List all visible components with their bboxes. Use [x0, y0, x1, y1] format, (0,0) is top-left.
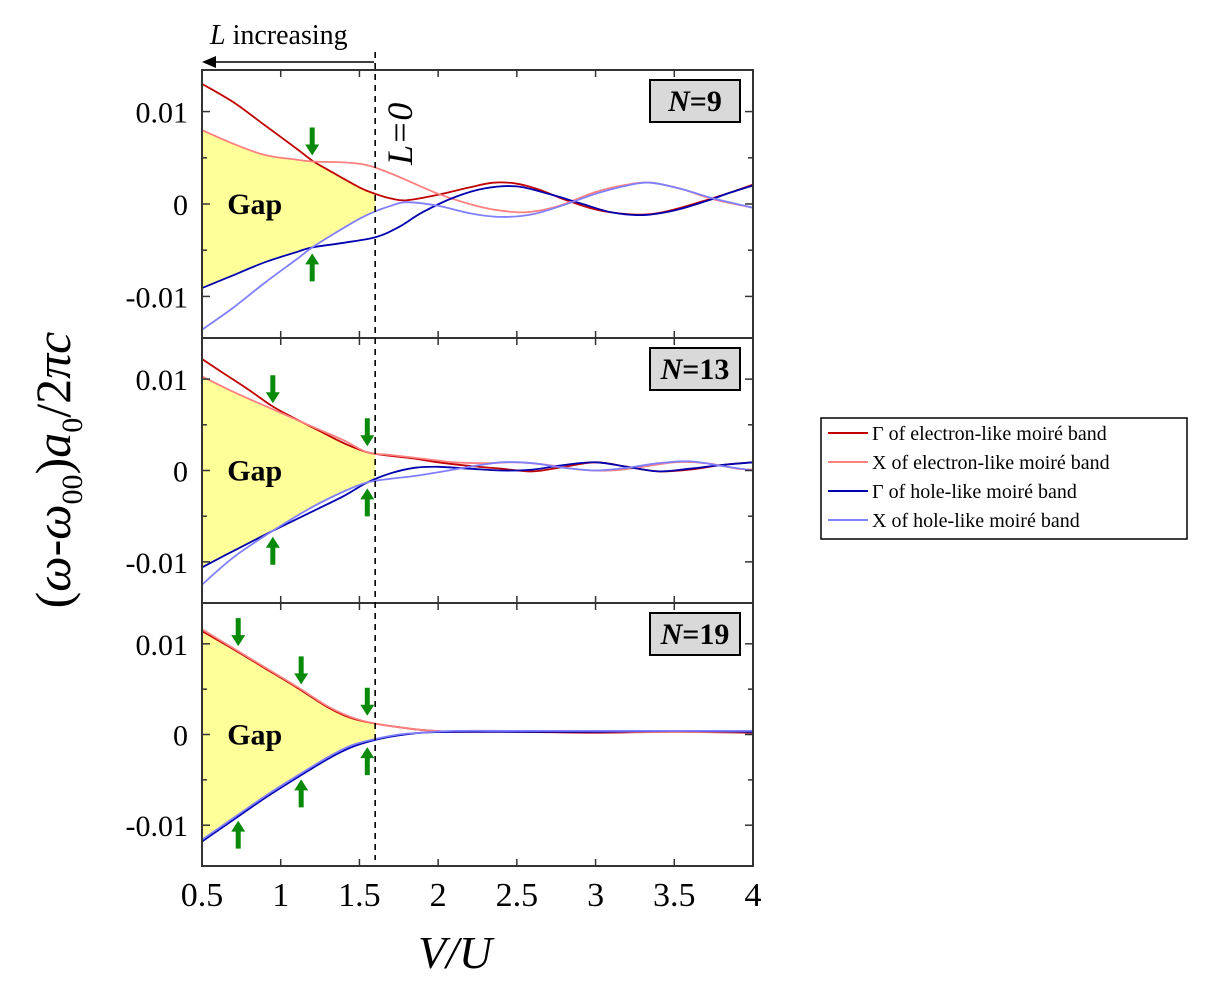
panel-label: N=13 [660, 353, 730, 386]
y-tick-label: -0.01 [126, 547, 189, 580]
legend-label: X of hole-like moiré band [872, 510, 1080, 532]
panel-label: N=19 [660, 618, 730, 651]
top-annotation-var: L [209, 20, 226, 51]
x-tick-label: 1 [272, 877, 289, 914]
green-arrow [265, 536, 280, 565]
green-arrow [265, 375, 280, 404]
legend-box [820, 417, 1188, 540]
top-annotation: L increasing [202, 20, 374, 68]
series-line [202, 181, 753, 331]
series-line [202, 460, 753, 586]
y-tick-label: -0.01 [126, 810, 189, 843]
green-arrow [305, 127, 320, 156]
top-annotation-arrowhead [202, 56, 216, 68]
series-line [202, 729, 753, 841]
y-tick-label: -0.01 [126, 281, 189, 314]
y-tick-label: 0.01 [136, 97, 189, 130]
panel-label-box [649, 612, 741, 656]
y-tick-label: 0.01 [136, 364, 189, 397]
series-line [202, 184, 753, 289]
y-tick-label: 0 [173, 456, 188, 489]
gap-region [202, 376, 376, 568]
gap-label: Gap [227, 455, 282, 488]
green-arrow [360, 747, 375, 776]
legend-label: Γ of electron-like moiré band [872, 423, 1107, 445]
series-line [202, 461, 753, 569]
x-tick-label: 2.5 [496, 877, 539, 914]
dashed-line-label: L=0 [380, 103, 420, 166]
svg-text:L increasing: L increasing [209, 20, 348, 51]
legend-label: X of electron-like moiré band [872, 452, 1110, 474]
gap-region [202, 130, 376, 289]
x-tick-label: 3.5 [653, 877, 696, 914]
y-tick-label: 0.01 [136, 629, 189, 662]
gap-label: Gap [227, 719, 282, 752]
x-tick-label: 0.5 [181, 877, 224, 914]
green-arrow [294, 779, 309, 808]
y-tick-label: 0 [173, 189, 188, 222]
legend-label: Γ of hole-like moiré band [872, 481, 1077, 503]
x-tick-label: 3 [587, 877, 604, 914]
green-arrow [231, 820, 246, 849]
green-arrow [360, 418, 375, 447]
legend: Γ of electron-like moiré band X of elect… [820, 417, 1188, 540]
panel-label-box [649, 79, 741, 123]
green-arrow [294, 656, 309, 685]
green-arrow [305, 253, 320, 282]
green-arrow [360, 488, 375, 517]
panel-label-box [649, 347, 741, 391]
panel: Gap 0.01 0 -0.01 0.5 1 1.5 2 2.5 3 3.5 4 N=19 [126, 602, 762, 914]
panels: Gap 0.01 0 -0.01 N=9 Gap 0.01 0 -0.01 N=13 Gap 0.01… [126, 52, 762, 914]
green-arrow [360, 687, 375, 716]
legend-item: Γ of electron-like moiré band [828, 423, 1107, 445]
gap-label: Gap [227, 188, 282, 221]
green-arrow [231, 618, 246, 647]
legend-item: X of electron-like moiré band [828, 452, 1110, 474]
top-annotation-text: increasing [226, 20, 348, 51]
panel: Gap 0.01 0 -0.01 N=13 [126, 337, 754, 604]
x-axis-label: V/U [418, 927, 495, 978]
gap-region [202, 631, 376, 840]
y-axis-label: (ω-ω00)a0/2πc [25, 332, 89, 609]
x-tick-label: 2 [430, 877, 447, 914]
x-tick-label: 4 [745, 877, 762, 914]
x-tick-label: 1.5 [338, 877, 381, 914]
y-tick-label: 0 [173, 720, 188, 753]
panel-label: N=9 [667, 85, 722, 118]
legend-item: X of hole-like moiré band [828, 510, 1080, 532]
legend-item: Γ of hole-like moiré band [828, 481, 1077, 503]
panel: Gap 0.01 0 -0.01 N=9 [126, 69, 754, 339]
